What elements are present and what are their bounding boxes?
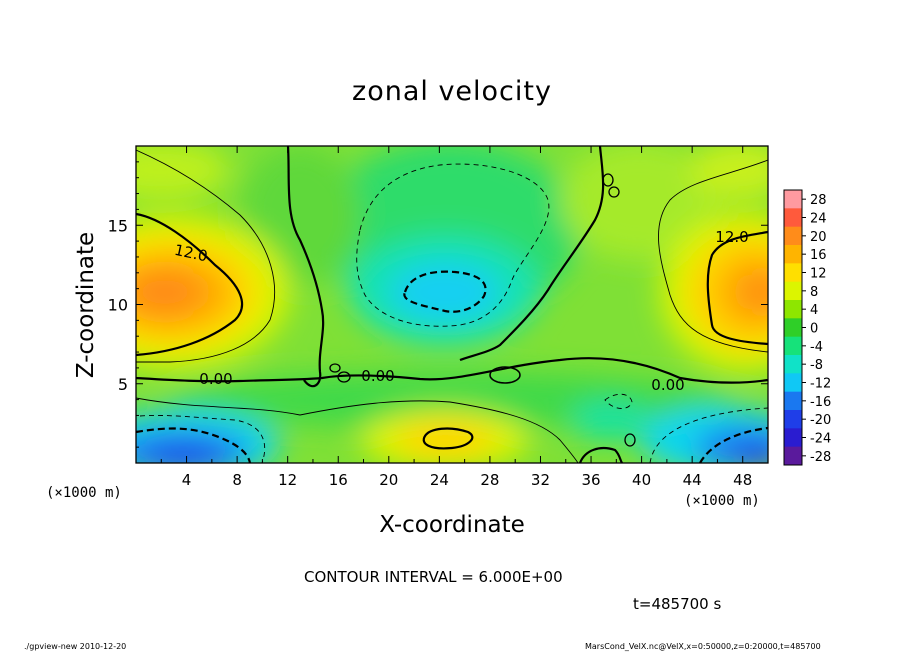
colorbar-swatch bbox=[784, 190, 802, 209]
colorbar-swatch bbox=[784, 391, 802, 411]
x-tick-label: 48 bbox=[733, 471, 752, 489]
colorbar-label: 20 bbox=[810, 230, 827, 245]
y-axis-label: Z-coordinate bbox=[73, 231, 99, 379]
colorbar-swatch bbox=[784, 263, 802, 283]
y-tick-label: 5 bbox=[118, 375, 128, 394]
colorbar-label: -12 bbox=[810, 377, 831, 392]
colorbar-label: 4 bbox=[810, 303, 818, 318]
colorbar-label: 16 bbox=[810, 248, 827, 263]
footer-right: MarsCond_VelX.nc@VelX,x=0:50000,z=0:2000… bbox=[585, 642, 821, 651]
time-label: t=485700 s bbox=[633, 595, 722, 613]
colorbar-swatch bbox=[784, 410, 802, 429]
x-tick-label: 20 bbox=[379, 471, 398, 489]
colorbar-swatch bbox=[784, 318, 802, 338]
colorbar-label: -24 bbox=[810, 432, 831, 447]
colorbar-label: -16 bbox=[810, 395, 831, 410]
velocity-field bbox=[136, 146, 768, 463]
y-axis-ticks: 5 10 15 bbox=[108, 161, 768, 448]
y-tick-label: 10 bbox=[108, 296, 128, 315]
x-tick-label: 40 bbox=[632, 471, 651, 489]
contour-label: 0.00 bbox=[199, 370, 232, 388]
contour-label: 0.00 bbox=[651, 376, 684, 394]
x-unit-label-left: (×1000 m) bbox=[46, 485, 122, 501]
x-tick-label: 24 bbox=[430, 471, 449, 489]
colorbar-swatch bbox=[784, 336, 802, 356]
x-axis-ticks: 4 8 12 16 20 24 28 32 36 40 44 48 bbox=[160, 146, 752, 489]
x-tick-label: 44 bbox=[683, 471, 702, 489]
colorbar-label: 12 bbox=[810, 267, 827, 282]
x-tick-label: 16 bbox=[329, 471, 348, 489]
colorbar-label: 24 bbox=[810, 212, 827, 227]
y-tick-label: 15 bbox=[108, 216, 128, 235]
colorbar-swatch bbox=[784, 373, 802, 393]
x-axis-label: X-coordinate bbox=[379, 512, 525, 538]
x-tick-label: 32 bbox=[531, 471, 550, 489]
colorbar-swatch bbox=[784, 428, 802, 448]
colorbar-swatch bbox=[784, 245, 802, 264]
colorbar-swatch bbox=[784, 281, 802, 301]
colorbar-swatch bbox=[784, 446, 802, 466]
footer-left: ./gpview-new 2010-12-20 bbox=[24, 642, 127, 651]
x-tick-label: 36 bbox=[581, 471, 600, 489]
colorbar-label: 0 bbox=[810, 322, 818, 337]
colorbar-label: -8 bbox=[810, 358, 823, 373]
colorbar-swatch bbox=[784, 226, 802, 246]
x-unit-label-right: (×1000 m) bbox=[684, 493, 760, 509]
contour-label: 0.00 bbox=[361, 367, 394, 385]
chart-title: zonal velocity bbox=[352, 76, 552, 107]
contour-label: 12.0 bbox=[715, 228, 748, 246]
colorbar-label: -20 bbox=[810, 413, 831, 428]
x-tick-label: 28 bbox=[480, 471, 499, 489]
contour-lines bbox=[136, 146, 768, 463]
x-tick-label: 8 bbox=[232, 471, 242, 489]
contour-interval-text: CONTOUR INTERVAL = 6.000E+00 bbox=[304, 568, 563, 586]
colorbar: 28 24 20 16 12 8 4 0 -4 -8 -12 -16 -20 -24 -28 bbox=[783, 189, 831, 466]
colorbar-swatch bbox=[784, 300, 802, 319]
colorbar-label: 8 bbox=[810, 285, 818, 300]
colorbar-swatch bbox=[784, 208, 802, 228]
colorbar-label: -28 bbox=[810, 450, 831, 465]
colorbar-swatch bbox=[784, 355, 802, 374]
x-tick-label: 12 bbox=[278, 471, 297, 489]
colorbar-label: 28 bbox=[810, 193, 827, 208]
x-tick-label: 4 bbox=[182, 471, 192, 489]
colorbar-label: -4 bbox=[810, 340, 823, 355]
